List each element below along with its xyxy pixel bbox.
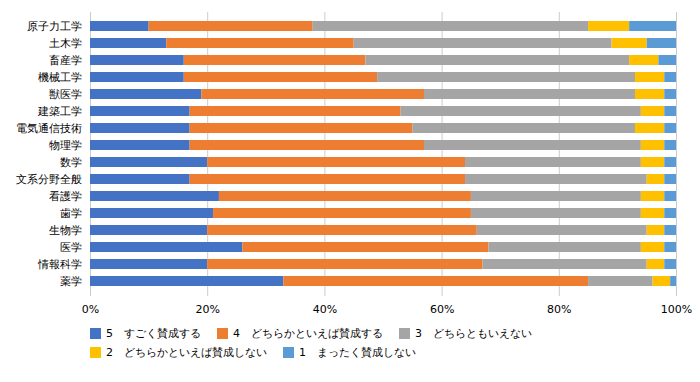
svg-text:20%: 20% xyxy=(195,303,219,316)
svg-text:生物学: 生物学 xyxy=(49,224,82,237)
svg-text:物理学: 物理学 xyxy=(49,139,82,152)
svg-text:電気通信技術: 電気通信技術 xyxy=(16,122,82,135)
svg-text:畜産学: 畜産学 xyxy=(49,54,82,67)
svg-text:獣医学: 獣医学 xyxy=(49,88,82,101)
svg-text:60%: 60% xyxy=(430,303,454,316)
svg-text:機械工学: 機械工学 xyxy=(38,71,82,84)
svg-text:情報科学: 情報科学 xyxy=(37,258,82,271)
svg-text:80%: 80% xyxy=(547,303,571,316)
html-text:4 どちらかといえば賛成する: 4 どちらかといえば賛成する xyxy=(233,327,383,340)
svg-text:文系分野全般: 文系分野全般 xyxy=(16,173,82,186)
svg-text:薬学: 薬学 xyxy=(60,275,82,288)
html-text:3 どちらともいえない: 3 どちらともいえない xyxy=(415,327,532,340)
html-text:1 まったく賛成しない: 1 まったく賛成しない xyxy=(299,346,416,359)
svg-text:歯学: 歯学 xyxy=(60,207,82,220)
svg-text:土木学: 土木学 xyxy=(49,37,82,50)
svg-text:原子力工学: 原子力工学 xyxy=(27,20,82,33)
svg-text:建築工学: 建築工学 xyxy=(37,105,82,118)
svg-text:40%: 40% xyxy=(313,303,337,316)
svg-text:医学: 医学 xyxy=(60,241,82,254)
svg-text:看護学: 看護学 xyxy=(49,190,82,203)
svg-text:数学: 数学 xyxy=(60,156,82,169)
svg-text:100%: 100% xyxy=(661,303,692,316)
svg-text:0%: 0% xyxy=(82,303,99,316)
html-text:2 どちらかといえば賛成しない: 2 どちらかといえば賛成しない xyxy=(106,346,267,359)
html-text:5 すごく賛成する: 5 すごく賛成する xyxy=(106,327,201,340)
